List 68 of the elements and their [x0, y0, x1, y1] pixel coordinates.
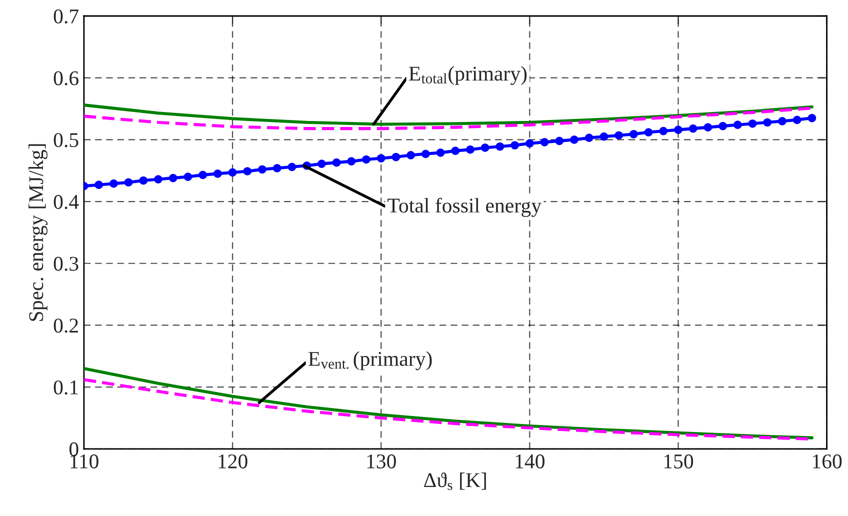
point — [748, 119, 757, 128]
y-axis-title: Spec. energy [MJ/kg] — [28, 144, 48, 321]
point — [480, 144, 490, 152]
point — [124, 178, 133, 187]
point — [272, 164, 282, 172]
y-tick-label: 0.3 — [54, 256, 78, 271]
point — [154, 175, 162, 184]
point — [258, 165, 266, 174]
point — [496, 142, 504, 151]
y-tick-label: 0 — [69, 442, 78, 456]
point — [629, 130, 638, 138]
point — [288, 162, 296, 172]
point — [436, 148, 445, 157]
y-tick-label: 0.4 — [54, 194, 79, 210]
point — [778, 116, 786, 126]
x-tick-label: 110 — [70, 454, 98, 468]
point — [228, 168, 237, 177]
point — [214, 170, 222, 178]
point — [674, 126, 682, 134]
point — [718, 122, 727, 130]
y-tick-label: 0.2 — [54, 318, 78, 333]
point — [317, 160, 326, 168]
point — [392, 152, 400, 162]
point — [659, 126, 668, 136]
point — [525, 139, 534, 148]
point — [763, 118, 772, 127]
x-tick-label: 160 — [813, 454, 842, 468]
point — [376, 154, 386, 162]
x-tick-label: 150 — [664, 454, 694, 468]
point — [733, 120, 742, 130]
point — [584, 134, 594, 142]
x-tick-label: 140 — [516, 454, 544, 468]
point — [184, 172, 192, 181]
point — [421, 150, 430, 158]
point — [198, 170, 207, 180]
y-tick-label: 0.7 — [54, 9, 78, 24]
point — [688, 124, 698, 133]
point — [466, 145, 474, 154]
point — [644, 128, 653, 136]
point — [792, 116, 802, 124]
x-axis-title: Δϑ$_{s}$ [K] — [424, 472, 486, 490]
y-tick-label: 0.6 — [54, 71, 78, 86]
point — [540, 138, 549, 146]
annotation: E$_{vent.}$(primary) — [308, 351, 432, 370]
point — [614, 131, 623, 140]
point — [510, 141, 519, 150]
annotation: Total fossil energy — [388, 198, 542, 217]
point — [570, 136, 578, 144]
point — [600, 132, 608, 141]
point — [406, 150, 415, 160]
y-tick-label: 0.5 — [54, 133, 78, 148]
point — [808, 114, 816, 122]
point — [704, 123, 712, 132]
point — [139, 176, 148, 185]
annotation: E$_{total}$(primary) — [408, 66, 527, 85]
point — [362, 155, 370, 164]
point — [110, 179, 118, 188]
x-tick-label: 130 — [367, 454, 396, 468]
point — [94, 180, 103, 190]
point — [168, 174, 178, 182]
line-series — [84, 106, 814, 130]
point — [332, 158, 341, 167]
point — [243, 167, 252, 176]
point — [347, 157, 356, 166]
point — [451, 146, 460, 155]
x-tick-label: 120 — [218, 454, 248, 468]
y-tick-label: 0.1 — [54, 380, 78, 395]
point — [555, 136, 564, 146]
